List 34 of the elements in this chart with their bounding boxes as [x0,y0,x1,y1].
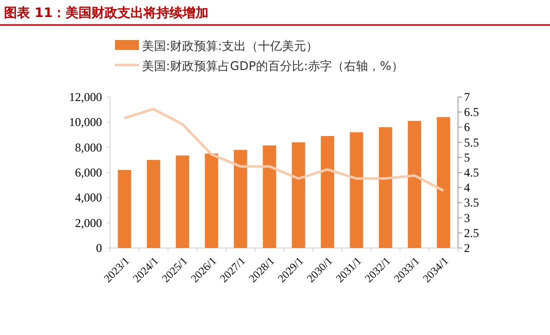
bar [176,156,190,248]
y2-tick-label: 5.5 [464,135,479,150]
bar [204,154,218,248]
legend-label: 美国:财政预算:支出（十亿美元） [142,39,318,53]
y2-tick-label: 2.5 [464,226,479,240]
y2-tick-label: 2 [464,241,470,255]
y2-tick-label: 4.5 [464,166,479,180]
bar [118,170,132,248]
bar [234,150,248,248]
line-series [123,108,445,192]
y2-tick-label: 3.5 [464,196,479,210]
bar [146,160,160,248]
y2-tick-label: 7 [464,90,470,104]
bar [262,145,276,248]
y-tick-label: 8,000 [75,140,102,154]
legend-label: 美国:财政预算占GDP的百分比:赤字（右轴，%） [142,59,404,73]
y-tick-label: 10,000 [69,115,102,130]
chart-title: 图表 11：美国财政支出将持续增加 [4,5,209,21]
y2-tick-label: 6 [464,120,470,134]
bar [378,127,392,248]
y-tick-label: 4,000 [75,190,102,205]
y2-tick-label: 6.5 [464,105,479,120]
y-tick-label: 0 [96,241,102,255]
bar [320,136,334,248]
bar [408,120,422,248]
y-tick-label: 2,000 [75,216,102,230]
y2-tick-label: 4 [464,180,470,195]
y-tick-label: 6,000 [75,166,102,180]
y2-tick-label: 5 [464,150,470,164]
y-tick-label: 12,000 [69,90,102,104]
bar [350,132,364,248]
bar [436,117,450,248]
y2-tick-label: 3 [464,210,470,225]
bar [292,142,306,248]
